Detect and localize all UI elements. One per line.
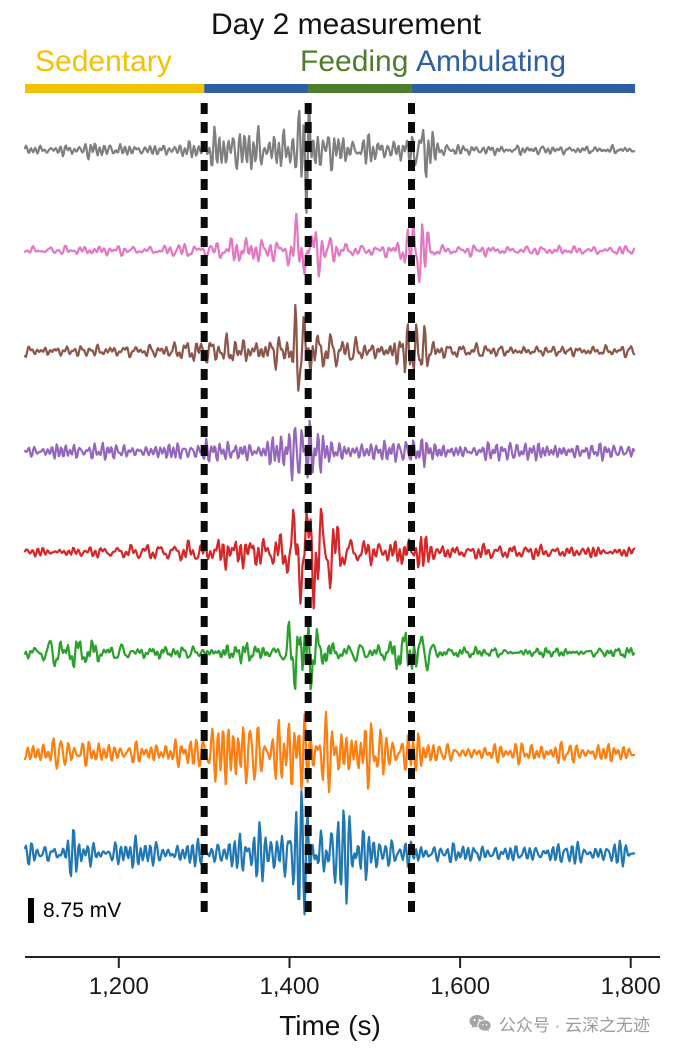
activity-segment <box>308 84 412 93</box>
signal-trace-channel-3 <box>23 303 636 392</box>
signal-trace-channel-7 <box>23 710 636 794</box>
x-tick-label: 1,800 <box>600 973 661 1000</box>
activity-segment <box>411 84 635 93</box>
activity-segment <box>25 84 205 93</box>
activity-label-sedentary: Sedentary <box>35 45 172 78</box>
signal-trace-channel-8 <box>23 790 636 916</box>
scale-bar: 8.75 mV <box>28 898 121 923</box>
scale-bar-label: 8.75 mV <box>43 898 122 922</box>
x-axis-title: Time (s) <box>279 1010 381 1041</box>
signal-trace-channel-5 <box>23 507 636 610</box>
activity-label-ambulating: Ambulating <box>416 45 567 78</box>
x-tick-label: 1,400 <box>259 973 320 1000</box>
watermark-text: 公众号 · 云深之无迹 <box>498 1016 650 1035</box>
chart-title: Day 2 measurement <box>210 8 482 41</box>
signal-trace-channel-1 <box>23 108 636 214</box>
wechat-icon <box>468 1014 492 1034</box>
activity-label-feeding: Feeding <box>300 45 409 78</box>
signal-trace-channel-2 <box>23 212 636 284</box>
x-tick-label: 1,600 <box>430 973 491 1000</box>
signal-trace-channel-6 <box>23 620 636 691</box>
activity-segment <box>204 84 309 93</box>
x-tick-label: 1,200 <box>88 973 149 1000</box>
watermark: 公众号 · 云深之无迹 <box>468 1011 650 1036</box>
scale-bar-mark <box>28 898 34 923</box>
signal-trace-channel-4 <box>23 419 636 482</box>
